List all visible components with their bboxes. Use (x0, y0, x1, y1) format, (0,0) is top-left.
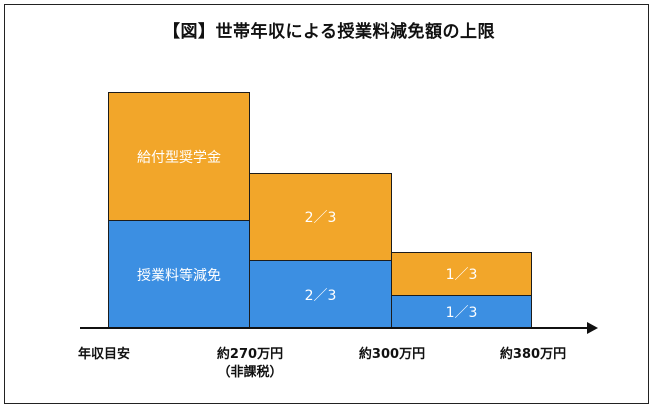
axis-tick-380: 約380万円 (499, 347, 567, 362)
axis-tick-300: 約300万円 (358, 347, 426, 362)
axis-start-label: 年収目安 (77, 347, 131, 362)
two-thirds-tuition-label: 2／3 (304, 287, 337, 304)
scholarship-block-two-thirds: 2／3 (249, 173, 392, 261)
tuition-reduction-label: 授業料等減免 (137, 267, 221, 284)
axis-tick-270: 約270万円 (216, 347, 284, 362)
scholarship-block-full: 給付型奨学金 (108, 92, 250, 221)
figure-title: 【図】世帯年収による授業料減免額の上限 (163, 22, 495, 42)
scholarship-label: 給付型奨学金 (137, 149, 221, 166)
axis-tick-270-note: （非課税） (217, 365, 283, 380)
income-axis-line (80, 327, 590, 329)
one-third-tuition-label: 1／3 (445, 305, 478, 321)
tuition-reduction-block-full: 授業料等減免 (108, 220, 250, 329)
one-third-scholarship-label: 1／3 (445, 267, 478, 283)
scholarship-block-one-third: 1／3 (391, 252, 532, 296)
tuition-reduction-block-one-third: 1／3 (391, 295, 532, 329)
two-thirds-scholarship-label: 2／3 (304, 210, 337, 226)
tuition-reduction-block-two-thirds: 2／3 (249, 260, 392, 329)
axis-arrow-icon (587, 322, 598, 334)
